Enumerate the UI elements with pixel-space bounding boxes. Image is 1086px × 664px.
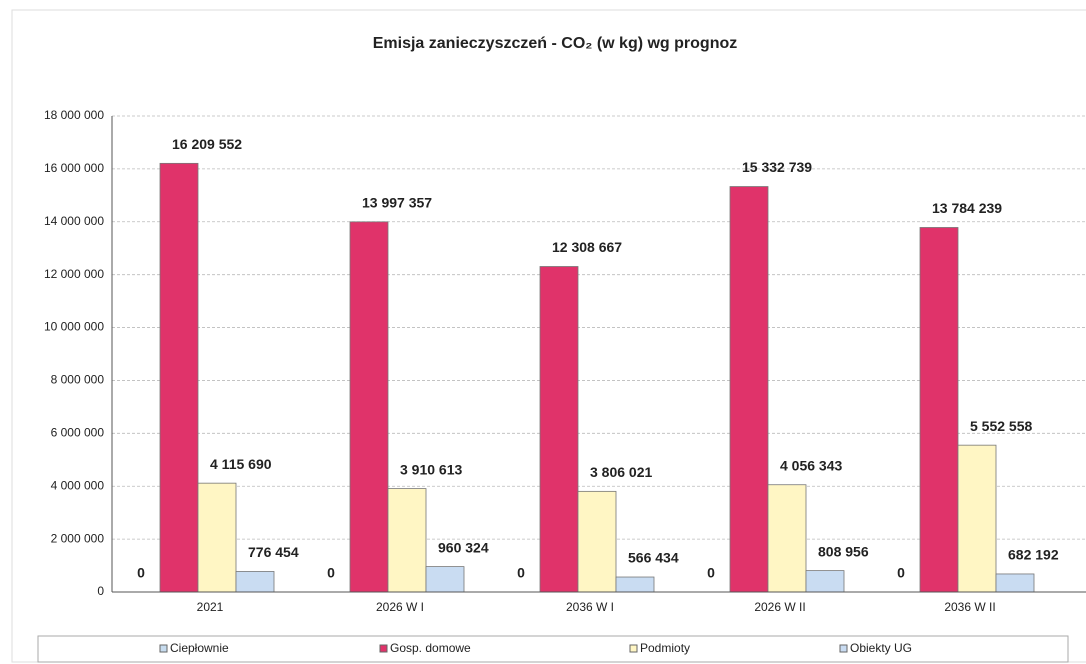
value-label: 0: [517, 565, 525, 581]
bar: [349, 221, 389, 593]
value-label: 682 192: [1008, 547, 1059, 563]
y-tick-label: 12 000 000: [44, 267, 104, 281]
bar: [539, 266, 579, 593]
bar: [159, 162, 199, 593]
bar: [729, 186, 769, 593]
bar: [197, 482, 237, 593]
y-tick-label: 8 000 000: [51, 373, 105, 387]
legend-swatch: [629, 644, 638, 653]
value-label: 0: [707, 565, 715, 581]
x-tick-label: 2036 W II: [944, 600, 995, 614]
y-tick-label: 10 000 000: [44, 320, 104, 334]
legend-box: [37, 635, 1069, 663]
value-label: 3 910 613: [400, 461, 462, 477]
bar: [577, 490, 617, 593]
value-label: 566 434: [628, 550, 679, 566]
legend-label: Obiekty UG: [850, 641, 912, 655]
bar: [387, 488, 427, 593]
value-label: 960 324: [438, 539, 489, 555]
value-label: 16 209 552: [172, 136, 242, 152]
bar: [767, 484, 807, 593]
legend-label: Podmioty: [640, 641, 690, 655]
x-tick-label: 2026 W II: [754, 600, 805, 614]
value-label: 4 056 343: [780, 457, 842, 473]
y-tick-label: 16 000 000: [44, 161, 104, 175]
value-label: 3 806 021: [590, 464, 652, 480]
y-tick-label: 0: [97, 584, 104, 598]
y-tick-label: 14 000 000: [44, 214, 104, 228]
bar: [805, 570, 845, 593]
bar: [235, 571, 275, 593]
value-label: 0: [327, 565, 335, 581]
legend-label: Ciepłownie: [170, 641, 229, 655]
bar: [615, 576, 655, 593]
value-label: 808 956: [818, 543, 869, 559]
value-label: 4 115 690: [210, 456, 272, 472]
y-tick-label: 18 000 000: [44, 108, 104, 122]
value-label: 0: [897, 565, 905, 581]
legend-label: Gosp. domowe: [390, 641, 471, 655]
x-tick-label: 2021: [197, 600, 224, 614]
legend-swatch: [379, 644, 388, 653]
legend-swatch: [159, 644, 168, 653]
x-tick-label: 2036 W I: [566, 600, 614, 614]
chart-title: Emisja zanieczyszczeń - CO₂ (w kg) wg pr…: [373, 35, 738, 52]
value-label: 13 997 357: [362, 195, 432, 211]
bar: [957, 444, 997, 593]
value-label: 0: [137, 565, 145, 581]
value-label: 5 552 558: [970, 418, 1032, 434]
value-label: 15 332 739: [742, 159, 812, 175]
value-label: 12 308 667: [552, 239, 622, 255]
value-label: 13 784 239: [932, 200, 1002, 216]
bar: [995, 573, 1035, 593]
y-tick-label: 4 000 000: [51, 478, 105, 492]
x-tick-label: 2026 W I: [376, 600, 424, 614]
bar: [425, 566, 465, 593]
bar: [919, 227, 959, 593]
y-tick-label: 6 000 000: [51, 426, 105, 440]
value-label: 776 454: [248, 544, 299, 560]
y-tick-label: 2 000 000: [51, 531, 105, 545]
legend-swatch: [839, 644, 848, 653]
